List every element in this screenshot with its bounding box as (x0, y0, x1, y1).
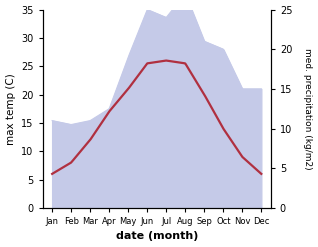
Y-axis label: med. precipitation (kg/m2): med. precipitation (kg/m2) (303, 48, 313, 169)
Y-axis label: max temp (C): max temp (C) (5, 73, 16, 144)
X-axis label: date (month): date (month) (115, 231, 198, 242)
